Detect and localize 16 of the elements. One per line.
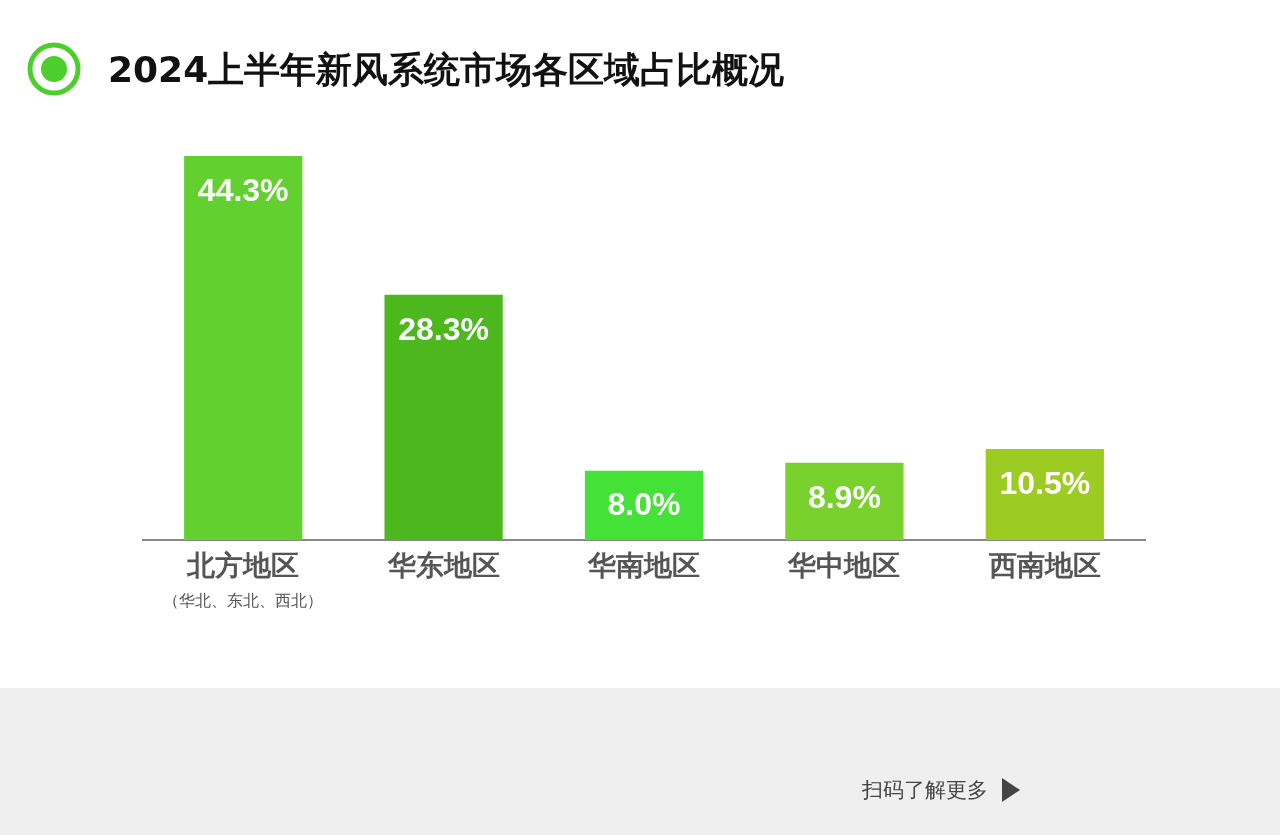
text: 扫码了解更多	[862, 777, 988, 804]
data-label: 10.5%	[999, 464, 1091, 501]
bar	[184, 156, 303, 540]
data-label: 28.3%	[398, 310, 489, 347]
data-label: 44.3%	[197, 171, 289, 208]
x-tick-label: 华南地区	[587, 549, 700, 583]
x-tick-label: 西南地区	[987, 549, 1101, 583]
bar	[785, 462, 904, 540]
chart-title: 2024上半年新风系统市场各区域占比概况	[108, 48, 785, 92]
data-label: 8.9%	[807, 478, 881, 515]
x-tick-label: 华东地区	[386, 549, 500, 583]
data-label: 8.0%	[607, 486, 681, 523]
x-tick-label: 北方地区（华北、东北、西北）	[163, 549, 324, 611]
bar	[384, 294, 503, 540]
x-tick-label: 华中地区	[787, 549, 901, 583]
bar	[985, 449, 1104, 540]
